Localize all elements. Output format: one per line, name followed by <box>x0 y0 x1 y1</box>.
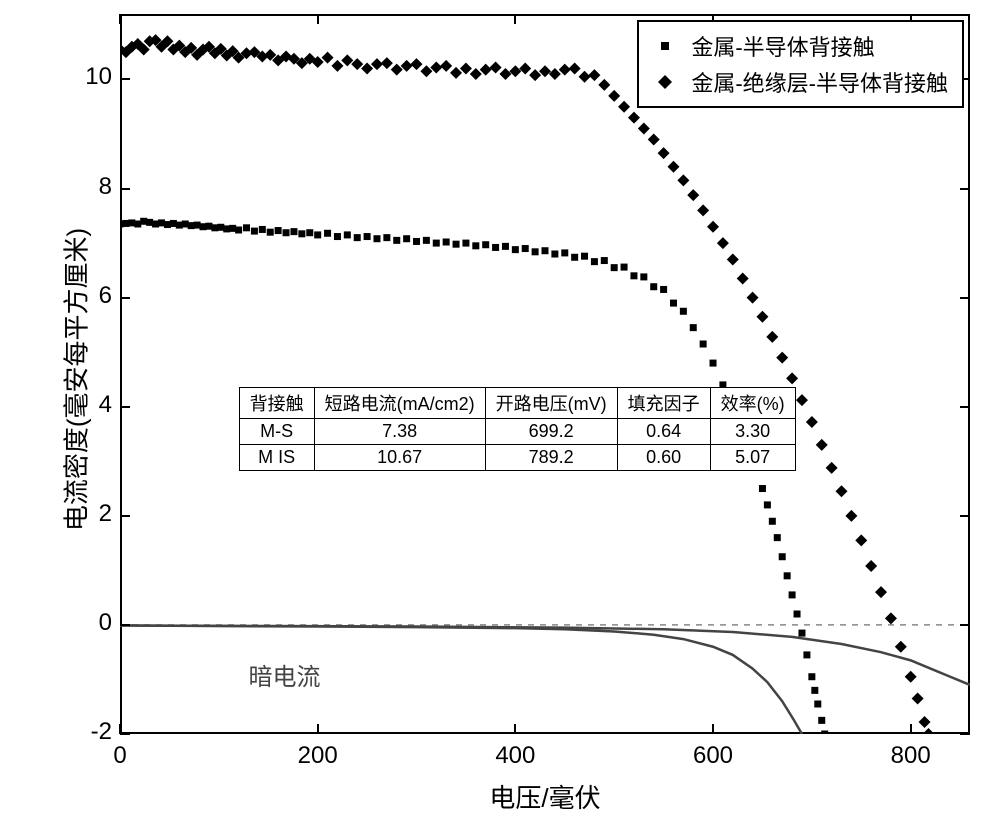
y-tick-label: 4 <box>68 391 112 419</box>
x-tick-label: 400 <box>475 742 555 770</box>
y-tick-label: 0 <box>68 609 112 637</box>
table-header: 开路电压(mV) <box>485 387 617 418</box>
table-cell: 7.38 <box>314 418 485 444</box>
table-header: 效率(%) <box>710 387 795 418</box>
legend-label: 金属-绝缘层-半导体背接触 <box>691 66 948 98</box>
table-cell: 10.67 <box>314 444 485 470</box>
table-row: M-S7.38699.20.643.30 <box>239 418 795 444</box>
legend-box: 金属-半导体背接触金属-绝缘层-半导体背接触 <box>637 20 964 108</box>
legend-item: 金属-半导体背接触 <box>649 28 948 64</box>
square-marker-icon <box>649 38 681 54</box>
table-header: 填充因子 <box>617 387 710 418</box>
table-cell: 0.64 <box>617 418 710 444</box>
legend-label: 金属-半导体背接触 <box>691 30 874 62</box>
x-tick-label: 200 <box>278 742 358 770</box>
table-row: M IS10.67789.20.605.07 <box>239 444 795 470</box>
x-tick-label: 800 <box>871 742 951 770</box>
y-tick-label: 2 <box>68 500 112 528</box>
table-cell: M-S <box>239 418 314 444</box>
table-cell: M IS <box>239 444 314 470</box>
table-cell: 789.2 <box>485 444 617 470</box>
x-axis-label: 电压/毫伏 <box>120 778 970 815</box>
table-cell: 5.07 <box>710 444 795 470</box>
inset-data-table: 背接触短路电流(mA/cm2)开路电压(mV)填充因子效率(%)M-S7.386… <box>239 387 796 471</box>
diamond-marker-icon <box>649 74 681 90</box>
x-tick-label: 600 <box>673 742 753 770</box>
table-header: 背接触 <box>239 387 314 418</box>
y-tick-label: 6 <box>68 282 112 310</box>
table-cell: 3.30 <box>710 418 795 444</box>
x-tick-label: 0 <box>80 742 160 770</box>
table-cell: 699.2 <box>485 418 617 444</box>
table-cell: 0.60 <box>617 444 710 470</box>
table-header: 短路电流(mA/cm2) <box>314 387 485 418</box>
dark-current-annotation: 暗电流 <box>248 657 320 692</box>
legend-item: 金属-绝缘层-半导体背接触 <box>649 64 948 100</box>
figure-container: 电流密度(毫安每平方厘米) 电压/毫伏 金属-半导体背接触金属-绝缘层-半导体背… <box>0 0 1000 822</box>
y-tick-label: 10 <box>68 63 112 91</box>
y-tick-label: 8 <box>68 173 112 201</box>
